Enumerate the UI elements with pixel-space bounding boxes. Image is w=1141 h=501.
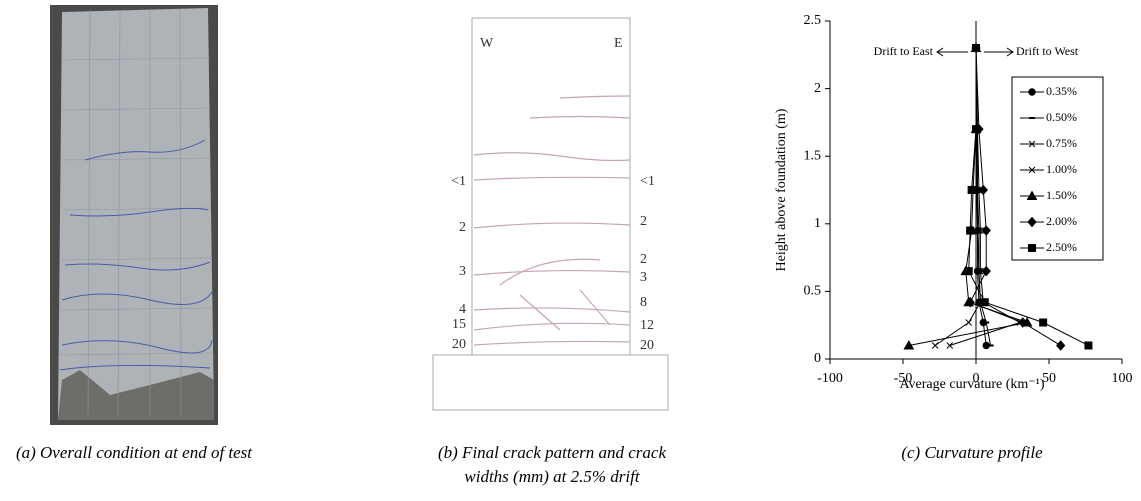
legend-entry: 2.50%: [1046, 240, 1077, 254]
legend-box: [1011, 76, 1104, 261]
caption: (c) Curvature profile: [901, 443, 1043, 462]
marker: [946, 342, 954, 349]
marker: [978, 184, 988, 196]
marker: [972, 44, 980, 53]
x-axis-label: Average curvature (km⁻¹): [899, 377, 1044, 392]
x-tick-label: 50: [1042, 371, 1056, 386]
crack-width: <1: [640, 174, 655, 189]
photo: [50, 5, 218, 425]
crack-width: 4: [459, 302, 466, 317]
crack-diagram: [432, 17, 669, 411]
marker: [966, 226, 975, 235]
x-tick-label: 100: [1112, 371, 1133, 386]
marker: [981, 265, 991, 277]
legend-marker: [1028, 244, 1036, 252]
crack-width: 3: [459, 264, 466, 279]
y-tick-label: 0.5: [804, 284, 822, 299]
legend-marker: [1028, 88, 1036, 96]
legend-entry: 2.00%: [1046, 214, 1077, 228]
legend-entry: 0.35%: [1046, 84, 1077, 98]
crack-width: <1: [451, 174, 466, 189]
annotation: Drift to East: [874, 44, 934, 58]
east-label: E: [614, 36, 623, 51]
x-tick-label: 0: [973, 371, 980, 386]
marker: [1056, 340, 1066, 351]
marker: [1018, 317, 1028, 328]
marker: [972, 125, 980, 134]
legend-marker: [1027, 216, 1037, 228]
caption: (a) Overall condition at end of test: [16, 443, 253, 462]
y-axis-label: Height above foundation (m): [774, 108, 789, 271]
caption: widths (mm) at 2.5% drift: [464, 467, 640, 486]
marker: [964, 267, 973, 276]
crack-width: 2: [640, 214, 647, 229]
x-tick-label: -100: [817, 371, 843, 386]
crack-width: 20: [452, 337, 466, 352]
crack-width: 12: [640, 318, 654, 333]
caption: (b) Final crack pattern and crack: [438, 443, 666, 462]
crack-widths: <1 2 3 415 20 <1 2 2 3 8 12 20: [451, 174, 655, 353]
crack-width: 3: [640, 270, 647, 285]
x-tick-label: -50: [894, 371, 913, 386]
marker: [977, 227, 984, 234]
legend-marker: [1028, 140, 1036, 148]
crack-width: 20: [640, 338, 654, 353]
annotation: Drift to West: [1016, 44, 1079, 58]
y-tick-label: 2: [814, 81, 821, 96]
legend-entry: 0.75%: [1046, 136, 1077, 150]
y-tick-label: 1.5: [804, 148, 822, 163]
marker: [967, 186, 976, 194]
crack-width: 2: [459, 220, 466, 235]
marker: [965, 296, 975, 308]
legend-entry: 1.00%: [1046, 162, 1077, 176]
legend-marker: [1028, 166, 1036, 174]
y-tick-label: 2.5: [804, 13, 822, 28]
marker: [1039, 318, 1048, 327]
y-tick-label: 1: [814, 216, 821, 231]
marker: [931, 342, 939, 349]
series-line: [975, 48, 992, 346]
crack-width: 15: [452, 317, 466, 332]
marker: [903, 339, 915, 350]
legend-marker: [1026, 190, 1038, 200]
series-line: [969, 48, 1061, 346]
marker: [965, 319, 973, 326]
marker: [980, 298, 989, 307]
arrows: [936, 47, 1014, 57]
marker: [981, 225, 991, 236]
legend-entry: 0.50%: [1046, 110, 1077, 124]
marker: [1084, 341, 1093, 350]
legend-entry: 1.50%: [1046, 188, 1077, 202]
crack-width: 2: [640, 252, 647, 267]
marker: [975, 227, 983, 234]
marker: [977, 267, 984, 275]
series-line: [968, 48, 1089, 346]
west-label: W: [480, 36, 494, 51]
crack-width: 8: [640, 295, 647, 310]
y-tick-label: 0: [814, 351, 821, 366]
